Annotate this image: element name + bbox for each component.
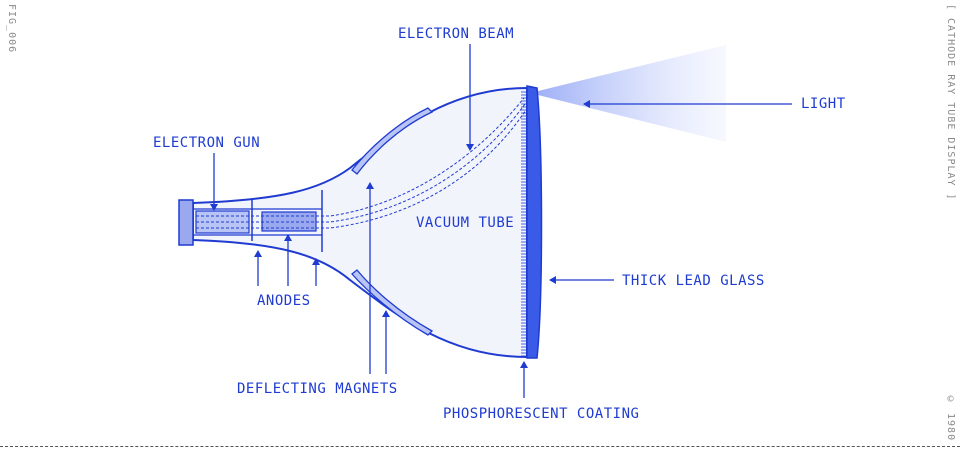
phosphorescent-coating: [521, 91, 527, 357]
thick-lead-glass: [526, 85, 543, 359]
figure-id: FIG_006: [6, 4, 17, 54]
label-electron-beam: ELECTRON BEAM: [398, 26, 514, 42]
bottom-divider: [0, 446, 960, 447]
figure-title: [ CATHODE RAY TUBE DISPLAY ]: [945, 4, 956, 201]
deflecting-magnet-bottom: [351, 269, 434, 336]
label-vacuum-tube: VACUUM TUBE: [416, 215, 514, 231]
pointer-arrows: [210, 44, 792, 398]
electron-gun-cap: [178, 199, 194, 246]
label-electron-gun: ELECTRON GUN: [153, 135, 260, 151]
electron-beams: [196, 97, 527, 229]
label-deflecting-magnets: DEFLECTING MAGNETS: [237, 381, 398, 397]
deflecting-magnet-top: [351, 107, 434, 175]
light-cone: [530, 45, 726, 142]
copyright-year: © 1980: [945, 393, 956, 441]
label-light: LIGHT: [801, 96, 846, 112]
label-thick-lead-glass: THICK LEAD GLASS: [622, 273, 765, 289]
label-anodes: ANODES: [257, 293, 311, 309]
label-phosphorescent-coating: PHOSPHORESCENT COATING: [443, 406, 639, 422]
